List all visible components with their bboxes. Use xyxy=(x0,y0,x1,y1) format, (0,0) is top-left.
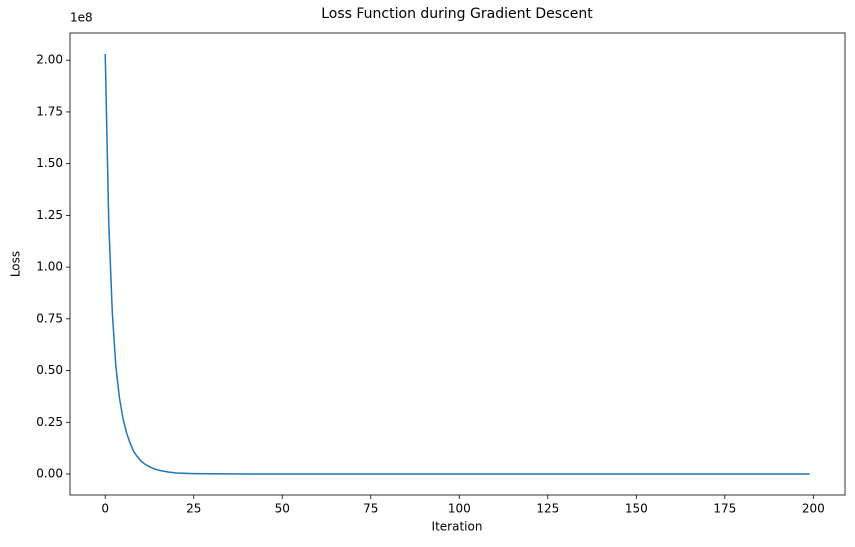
loss-line xyxy=(104,53,810,475)
y-axis-label: Loss xyxy=(9,251,23,277)
x-tick-label: 25 xyxy=(186,502,201,516)
x-tick-label: 100 xyxy=(448,502,471,516)
x-axis-label: Iteration xyxy=(432,520,483,534)
y-tick-label: 2.00 xyxy=(36,53,63,67)
y-tick-label: 0.75 xyxy=(36,311,63,325)
y-tick-label: 1.75 xyxy=(36,104,63,118)
x-tick-label: 175 xyxy=(713,502,736,516)
y-tick-label: 0.25 xyxy=(36,415,63,429)
chart-title: Loss Function during Gradient Descent xyxy=(321,6,593,22)
y-tick-label: 1.50 xyxy=(36,156,63,170)
x-tick-label: 200 xyxy=(802,502,825,516)
y-tick-label: 1.00 xyxy=(36,260,63,274)
x-tick-label: 75 xyxy=(363,502,378,516)
x-tick-label: 150 xyxy=(625,502,648,516)
x-tick-label: 125 xyxy=(536,502,559,516)
y-tick-label: 0.50 xyxy=(36,363,63,377)
y-tick-label: 0.00 xyxy=(36,467,63,481)
plot-frame xyxy=(69,32,846,496)
y-tick-label: 1.25 xyxy=(36,208,63,222)
y-offset-label: 1e8 xyxy=(70,11,93,25)
x-tick-label: 0 xyxy=(101,502,109,516)
x-tick-label: 50 xyxy=(275,502,290,516)
